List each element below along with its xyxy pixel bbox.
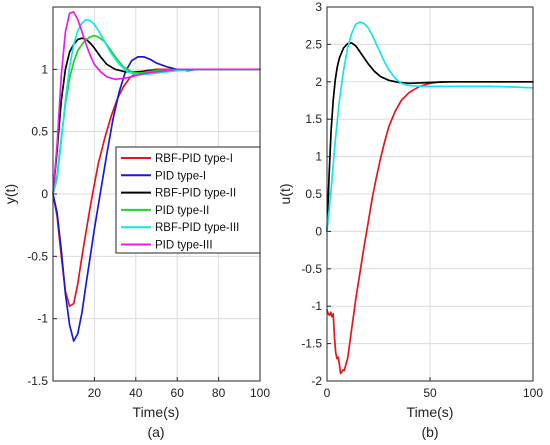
y-tick-label: -1 xyxy=(311,299,322,313)
y-tick-label: -1.5 xyxy=(27,374,48,388)
x-tick-label: 0 xyxy=(324,386,331,400)
panel-a-y-tick-labels: -1.5 -1 -0.5 0 0.5 1 xyxy=(27,62,48,388)
legend-entry: PID type-I xyxy=(155,170,206,182)
y-tick-label: 0 xyxy=(41,187,48,201)
y-tick-label: -1 xyxy=(37,312,48,326)
y-tick-label: -1.5 xyxy=(301,337,322,351)
x-tick-label: 100 xyxy=(523,386,543,400)
legend-entry: RBF-PID type-III xyxy=(155,222,239,234)
y-tick-label: 1 xyxy=(41,62,48,76)
panel-b-series xyxy=(326,21,534,375)
y-tick-label: 0.5 xyxy=(305,187,322,201)
y-tick-label: 0 xyxy=(315,224,322,238)
y-tick-label: 3 xyxy=(315,0,322,14)
panel-a-x-tick-labels: 20 40 60 80 100 xyxy=(88,386,271,400)
panel-b-axes-frame xyxy=(326,6,534,382)
y-tick-label: -0.5 xyxy=(27,249,48,263)
panel-a-x-axis-label: Time(s) xyxy=(133,404,180,420)
panel-a-caption: (a) xyxy=(147,424,164,440)
series-line-rbf-pid-type-iii xyxy=(52,18,261,195)
series-line-b-1 xyxy=(326,42,534,233)
panel-b-y-tick-labels: -2 -1.5 -1 -0.5 0 0.5 1 1.5 2 2.5 3 xyxy=(301,0,322,388)
y-tick-label: 1 xyxy=(315,150,322,164)
panel-a-legend: RBF-PID type-I PID type-I RBF-PID type-II P… xyxy=(115,146,261,254)
series-line-b-0 xyxy=(326,80,534,375)
y-tick-label: 2.5 xyxy=(305,37,322,51)
series-line-pid-type-i xyxy=(52,56,261,342)
series-line-pid-type-ii xyxy=(52,34,261,195)
x-tick-label: 50 xyxy=(423,386,437,400)
panel-a-series xyxy=(52,11,261,342)
y-tick-label: 2 xyxy=(315,75,322,89)
y-tick-label: -0.5 xyxy=(301,262,322,276)
x-tick-label: 80 xyxy=(212,386,226,400)
y-tick-label: 1.5 xyxy=(305,112,322,126)
legend-entry: RBF-PID type-II xyxy=(155,188,236,200)
panel-b-y-axis-label: u(t) xyxy=(277,184,293,205)
series-line-pid-type-iii xyxy=(52,11,261,195)
x-tick-label: 20 xyxy=(88,386,102,400)
panel-b-x-axis-label: Time(s) xyxy=(407,404,454,420)
legend-box xyxy=(115,146,261,254)
panel-b: -2 -1.5 -1 -0.5 0 0.5 1 1.5 2 2.5 3 0 50 100 Time(s)… xyxy=(277,0,543,440)
series-line-b-2 xyxy=(326,21,534,233)
legend-entry: PID type-III xyxy=(155,240,213,252)
y-tick-label: -2 xyxy=(311,374,322,388)
panel-b-x-tick-labels: 0 50 100 xyxy=(324,386,544,400)
panel-a-y-axis-label: y(t) xyxy=(2,184,18,204)
x-tick-label: 40 xyxy=(129,386,143,400)
legend-entry: PID type-II xyxy=(155,205,209,217)
x-tick-label: 60 xyxy=(171,386,185,400)
legend-entry: RBF-PID type-I xyxy=(155,153,233,165)
x-tick-label: 100 xyxy=(250,386,270,400)
panel-b-caption: (b) xyxy=(421,424,438,440)
y-tick-label: 0.5 xyxy=(31,125,48,139)
